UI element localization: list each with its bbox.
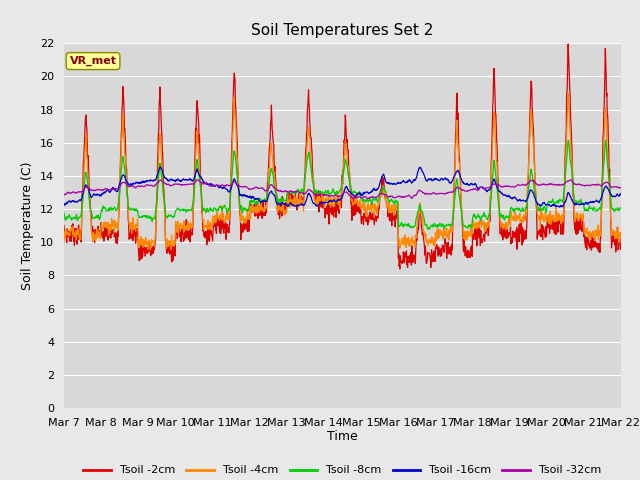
Tsoil -32cm: [364, 196, 372, 202]
Tsoil -4cm: [246, 216, 254, 222]
Text: VR_met: VR_met: [70, 56, 116, 66]
Tsoil -8cm: [426, 227, 433, 232]
Tsoil -4cm: [502, 219, 509, 225]
Tsoil -2cm: [396, 266, 404, 272]
Tsoil -32cm: [60, 192, 68, 198]
Line: Tsoil -2cm: Tsoil -2cm: [64, 44, 621, 269]
Tsoil -32cm: [502, 183, 510, 189]
Tsoil -32cm: [246, 186, 254, 192]
Tsoil -32cm: [617, 185, 625, 191]
Tsoil -32cm: [170, 181, 178, 187]
Tsoil -8cm: [502, 214, 509, 219]
Tsoil -2cm: [246, 202, 254, 207]
Tsoil -8cm: [246, 198, 254, 204]
X-axis label: Time: Time: [327, 431, 358, 444]
Tsoil -16cm: [502, 192, 509, 198]
Tsoil -4cm: [551, 216, 559, 222]
Tsoil -16cm: [60, 201, 68, 207]
Tsoil -16cm: [556, 204, 563, 210]
Tsoil -8cm: [184, 208, 191, 214]
Tsoil -4cm: [60, 240, 68, 246]
Tsoil -2cm: [184, 228, 191, 234]
Line: Tsoil -8cm: Tsoil -8cm: [64, 140, 621, 229]
Tsoil -32cm: [184, 181, 191, 187]
Tsoil -16cm: [184, 177, 192, 183]
Tsoil -8cm: [429, 224, 437, 230]
Tsoil -4cm: [429, 239, 437, 244]
Tsoil -8cm: [170, 214, 178, 220]
Tsoil -16cm: [246, 194, 254, 200]
Tsoil -2cm: [502, 226, 509, 232]
Tsoil -16cm: [617, 191, 625, 196]
Tsoil -2cm: [617, 243, 625, 249]
Tsoil -4cm: [167, 247, 175, 252]
Tsoil -4cm: [184, 222, 192, 228]
Tsoil -8cm: [551, 200, 559, 206]
Tsoil -32cm: [429, 190, 437, 196]
Title: Soil Temperatures Set 2: Soil Temperatures Set 2: [252, 23, 433, 38]
Tsoil -2cm: [429, 255, 437, 261]
Y-axis label: Soil Temperature (C): Soil Temperature (C): [22, 161, 35, 290]
Tsoil -32cm: [552, 182, 559, 188]
Tsoil -2cm: [170, 248, 178, 254]
Tsoil -2cm: [551, 219, 559, 225]
Legend: Tsoil -2cm, Tsoil -4cm, Tsoil -8cm, Tsoil -16cm, Tsoil -32cm: Tsoil -2cm, Tsoil -4cm, Tsoil -8cm, Tsoi…: [79, 461, 606, 480]
Tsoil -32cm: [194, 177, 202, 182]
Tsoil -2cm: [564, 41, 572, 47]
Tsoil -16cm: [171, 178, 179, 184]
Tsoil -16cm: [429, 177, 437, 183]
Tsoil -8cm: [60, 210, 68, 216]
Tsoil -2cm: [60, 223, 68, 228]
Line: Tsoil -16cm: Tsoil -16cm: [64, 167, 621, 207]
Line: Tsoil -32cm: Tsoil -32cm: [64, 180, 621, 199]
Tsoil -4cm: [171, 238, 179, 244]
Line: Tsoil -4cm: Tsoil -4cm: [64, 94, 621, 250]
Tsoil -8cm: [602, 137, 609, 143]
Tsoil -4cm: [564, 91, 572, 96]
Tsoil -16cm: [157, 164, 164, 170]
Tsoil -8cm: [617, 205, 625, 211]
Tsoil -4cm: [617, 232, 625, 238]
Tsoil -16cm: [551, 203, 559, 208]
